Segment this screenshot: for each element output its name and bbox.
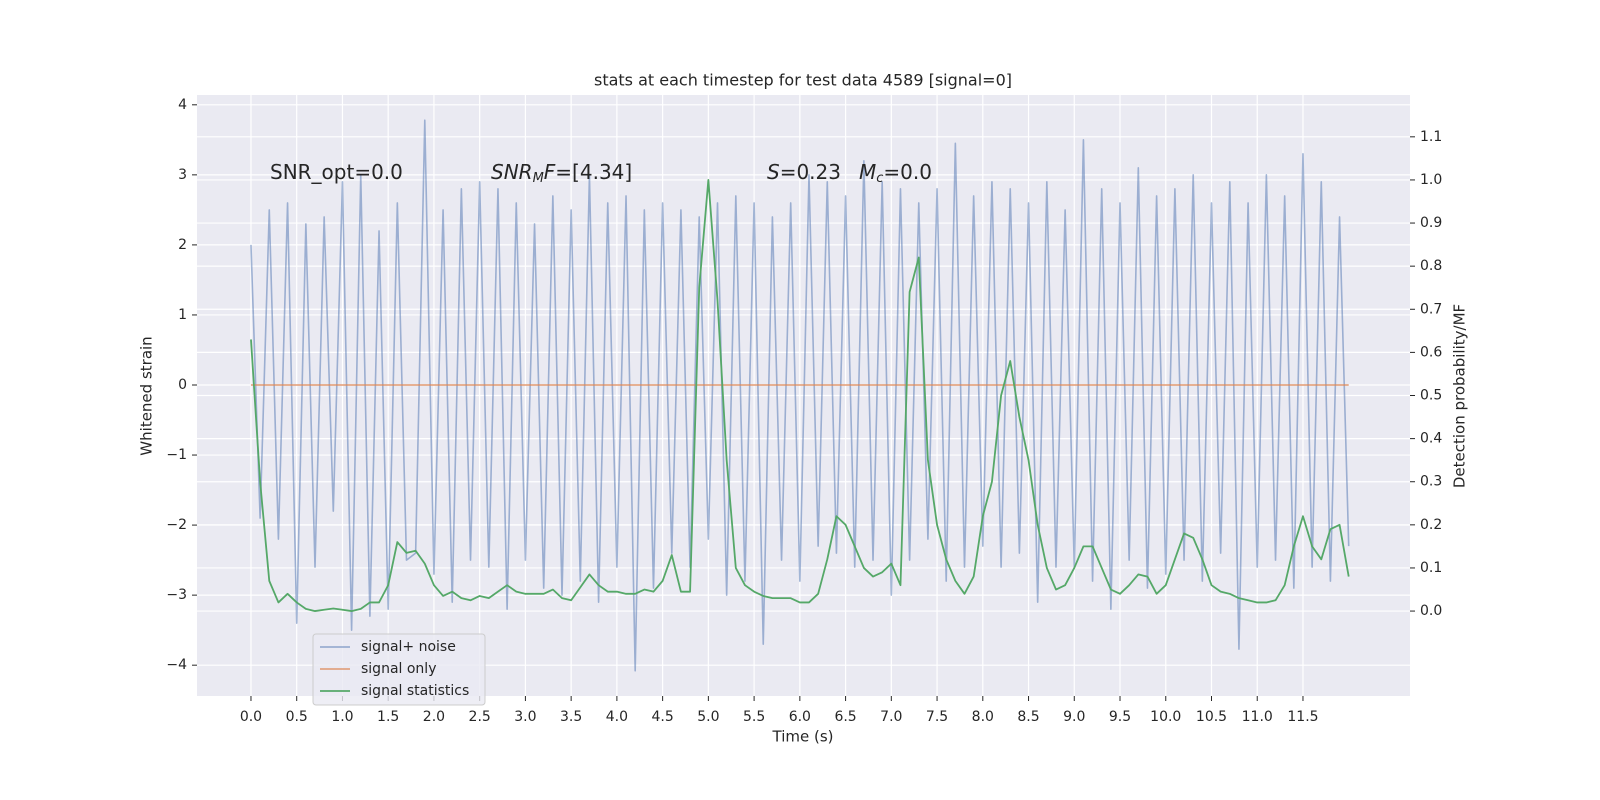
y-tick-label: −1 [166,447,187,463]
y2-tick-label: 0.7 [1420,301,1442,317]
x-tick-label: 1.0 [331,709,353,725]
x-tick-label: 10.0 [1150,709,1181,725]
y-tick-label: 3 [178,167,187,183]
x-tick-label: 4.5 [651,709,673,725]
y-tick-label: −3 [166,587,187,603]
y2-tick-label: 0.4 [1420,431,1442,447]
annotation: SNRMF=[4.34] [491,160,632,186]
y2-tick-label: 1.0 [1420,172,1442,188]
y2-tick-label: 0.9 [1420,215,1442,231]
chart-title: stats at each timestep for test data 458… [594,71,1012,90]
y2-tick-label: 0.6 [1420,344,1442,360]
legend-label: signal+ noise [361,639,456,655]
y2-tick-label: 0.3 [1420,474,1442,490]
annotation-part: =0.0 [883,160,932,184]
y2-tick-label: 0.8 [1420,258,1442,274]
y-tick-label: 2 [178,237,187,253]
annotation-part: c [876,171,883,186]
x-tick-label: 9.5 [1109,709,1131,725]
annotation: SNR_opt=0.0 [270,160,403,184]
y2-axis-label: Detection probability/MF [1451,304,1469,488]
annotation-part: =0.23 [780,160,841,184]
x-tick-label: 0.5 [286,709,308,725]
y-tick-label: 1 [178,307,187,323]
y-tick-label: −2 [166,517,187,533]
x-tick-label: 2.5 [469,709,491,725]
series-line [250,119,1350,672]
x-tick-label: 3.5 [560,709,582,725]
y-tick-label: 4 [178,97,187,113]
x-tick-label: 4.0 [606,709,628,725]
x-axis-label: Time (s) [772,728,834,746]
annotation-part: SNR_opt=0.0 [270,160,403,184]
legend-box [312,633,486,706]
y-axis-label: Whitened strain [138,336,156,455]
x-tick-label: 6.0 [789,709,811,725]
x-tick-label: 8.5 [1017,709,1039,725]
x-tick-label: 10.5 [1196,709,1227,725]
x-tick-label: 8.0 [972,709,994,725]
y2-tick-label: 0.1 [1420,560,1442,576]
y2-tick-label: 0.0 [1420,603,1442,619]
annotation: S=0.23 [767,160,841,184]
x-tick-label: 6.5 [834,709,856,725]
legend-label: signal statistics [361,683,469,699]
x-tick-label: 0.0 [240,709,262,725]
annotation-part: S [767,160,780,184]
annotation-part: =[4.34] [555,160,632,184]
x-tick-label: 5.0 [697,709,719,725]
series-line [250,179,1350,612]
legend-label: signal only [361,661,436,677]
x-tick-label: 9.0 [1063,709,1085,725]
annotation-part: M [533,171,544,186]
annotation: Mc=0.0 [859,160,932,186]
x-tick-label: 3.0 [514,709,536,725]
legend: signal+ noise signal only signal statistic… [312,633,486,706]
x-tick-label: 2.0 [423,709,445,725]
y2-tick-label: 0.2 [1420,517,1442,533]
y2-tick-label: 1.1 [1420,129,1442,145]
annotation-part: F [544,160,556,184]
x-tick-label: 7.0 [880,709,902,725]
y-tick-label: 0 [178,377,187,393]
annotation-part: M [859,160,876,184]
x-tick-label: 1.5 [377,709,399,725]
y-tick-label: −4 [166,657,187,673]
x-tick-label: 5.5 [743,709,765,725]
x-tick-label: 7.5 [926,709,948,725]
y2-tick-label: 0.5 [1420,388,1442,404]
x-tick-label: 11.5 [1287,709,1318,725]
x-tick-label: 11.0 [1242,709,1273,725]
annotation-part: SNR [491,160,533,184]
